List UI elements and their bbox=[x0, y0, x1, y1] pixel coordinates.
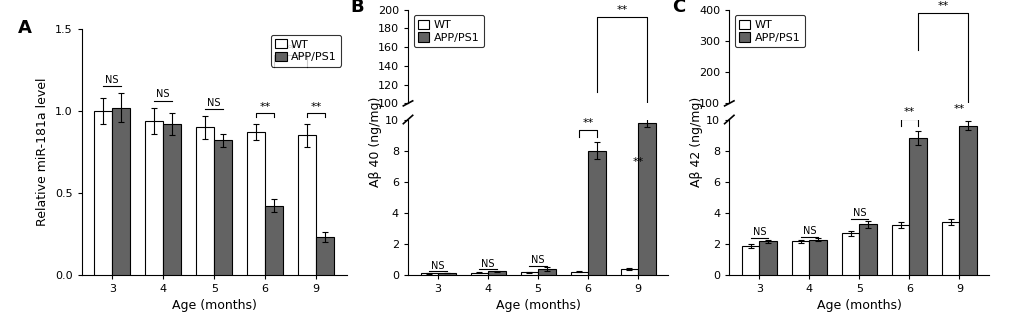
Y-axis label: Relative miR-181a level: Relative miR-181a level bbox=[37, 78, 49, 226]
Bar bbox=[841, 134, 859, 135]
X-axis label: Age (months): Age (months) bbox=[816, 299, 901, 312]
Bar bbox=[638, 188, 655, 197]
Bar bbox=[741, 134, 758, 135]
Bar bbox=[808, 134, 826, 135]
Bar bbox=[588, 151, 605, 275]
Bar bbox=[538, 269, 555, 275]
Bar bbox=[487, 271, 505, 275]
Text: B: B bbox=[351, 0, 364, 16]
Bar bbox=[841, 234, 859, 275]
Bar bbox=[95, 111, 112, 275]
Text: NS: NS bbox=[156, 89, 170, 99]
Bar bbox=[112, 108, 130, 275]
Bar bbox=[316, 237, 334, 275]
Text: Aβ 40 (ng/mg): Aβ 40 (ng/mg) bbox=[369, 97, 381, 187]
Text: C: C bbox=[672, 0, 685, 16]
Text: NS: NS bbox=[752, 227, 765, 237]
Bar bbox=[941, 133, 959, 135]
Text: NS: NS bbox=[531, 255, 544, 265]
Text: **: ** bbox=[259, 102, 271, 112]
Bar bbox=[265, 206, 283, 275]
Bar bbox=[420, 273, 437, 275]
Bar bbox=[891, 134, 909, 135]
X-axis label: Age (months): Age (months) bbox=[171, 299, 257, 312]
Bar bbox=[570, 272, 588, 275]
Bar bbox=[620, 269, 638, 275]
Bar bbox=[791, 241, 808, 275]
Text: **: ** bbox=[582, 118, 593, 128]
Text: NS: NS bbox=[802, 226, 815, 236]
Text: NS: NS bbox=[105, 75, 119, 85]
Text: **: ** bbox=[632, 157, 643, 167]
Bar bbox=[859, 224, 876, 275]
Bar bbox=[758, 241, 776, 275]
Text: NS: NS bbox=[852, 208, 865, 218]
Bar bbox=[941, 222, 959, 275]
Bar bbox=[741, 246, 758, 275]
Text: **: ** bbox=[936, 1, 948, 11]
Bar bbox=[758, 134, 776, 135]
Text: **: ** bbox=[953, 104, 964, 114]
Text: **: ** bbox=[284, 45, 297, 55]
Bar bbox=[470, 273, 487, 275]
Bar bbox=[588, 190, 605, 197]
Text: **: ** bbox=[903, 107, 914, 117]
Bar bbox=[909, 138, 926, 275]
Legend: WT, APP/PS1: WT, APP/PS1 bbox=[734, 15, 804, 47]
Bar bbox=[959, 126, 976, 275]
Legend: WT, APP/PS1: WT, APP/PS1 bbox=[271, 35, 341, 67]
Text: **: ** bbox=[615, 5, 627, 15]
Legend: WT, APP/PS1: WT, APP/PS1 bbox=[413, 15, 483, 47]
Text: **: ** bbox=[310, 102, 322, 112]
Bar bbox=[437, 273, 455, 275]
Bar bbox=[299, 135, 316, 275]
Bar bbox=[248, 132, 265, 275]
Bar bbox=[891, 225, 909, 275]
Bar bbox=[808, 240, 826, 275]
Bar bbox=[791, 134, 808, 135]
Bar bbox=[214, 141, 232, 275]
Bar bbox=[859, 134, 876, 135]
X-axis label: Age (months): Age (months) bbox=[495, 299, 580, 312]
Bar bbox=[163, 124, 181, 275]
Bar bbox=[959, 131, 976, 135]
Text: Aβ 42 (ng/mg): Aβ 42 (ng/mg) bbox=[690, 97, 702, 187]
Text: A: A bbox=[18, 19, 32, 37]
Text: NS: NS bbox=[207, 98, 221, 108]
Bar bbox=[638, 123, 655, 275]
Text: NS: NS bbox=[481, 259, 494, 269]
Text: NS: NS bbox=[431, 261, 444, 271]
Bar bbox=[909, 132, 926, 135]
Bar bbox=[146, 121, 163, 275]
Bar bbox=[197, 127, 214, 275]
Bar bbox=[520, 272, 538, 275]
